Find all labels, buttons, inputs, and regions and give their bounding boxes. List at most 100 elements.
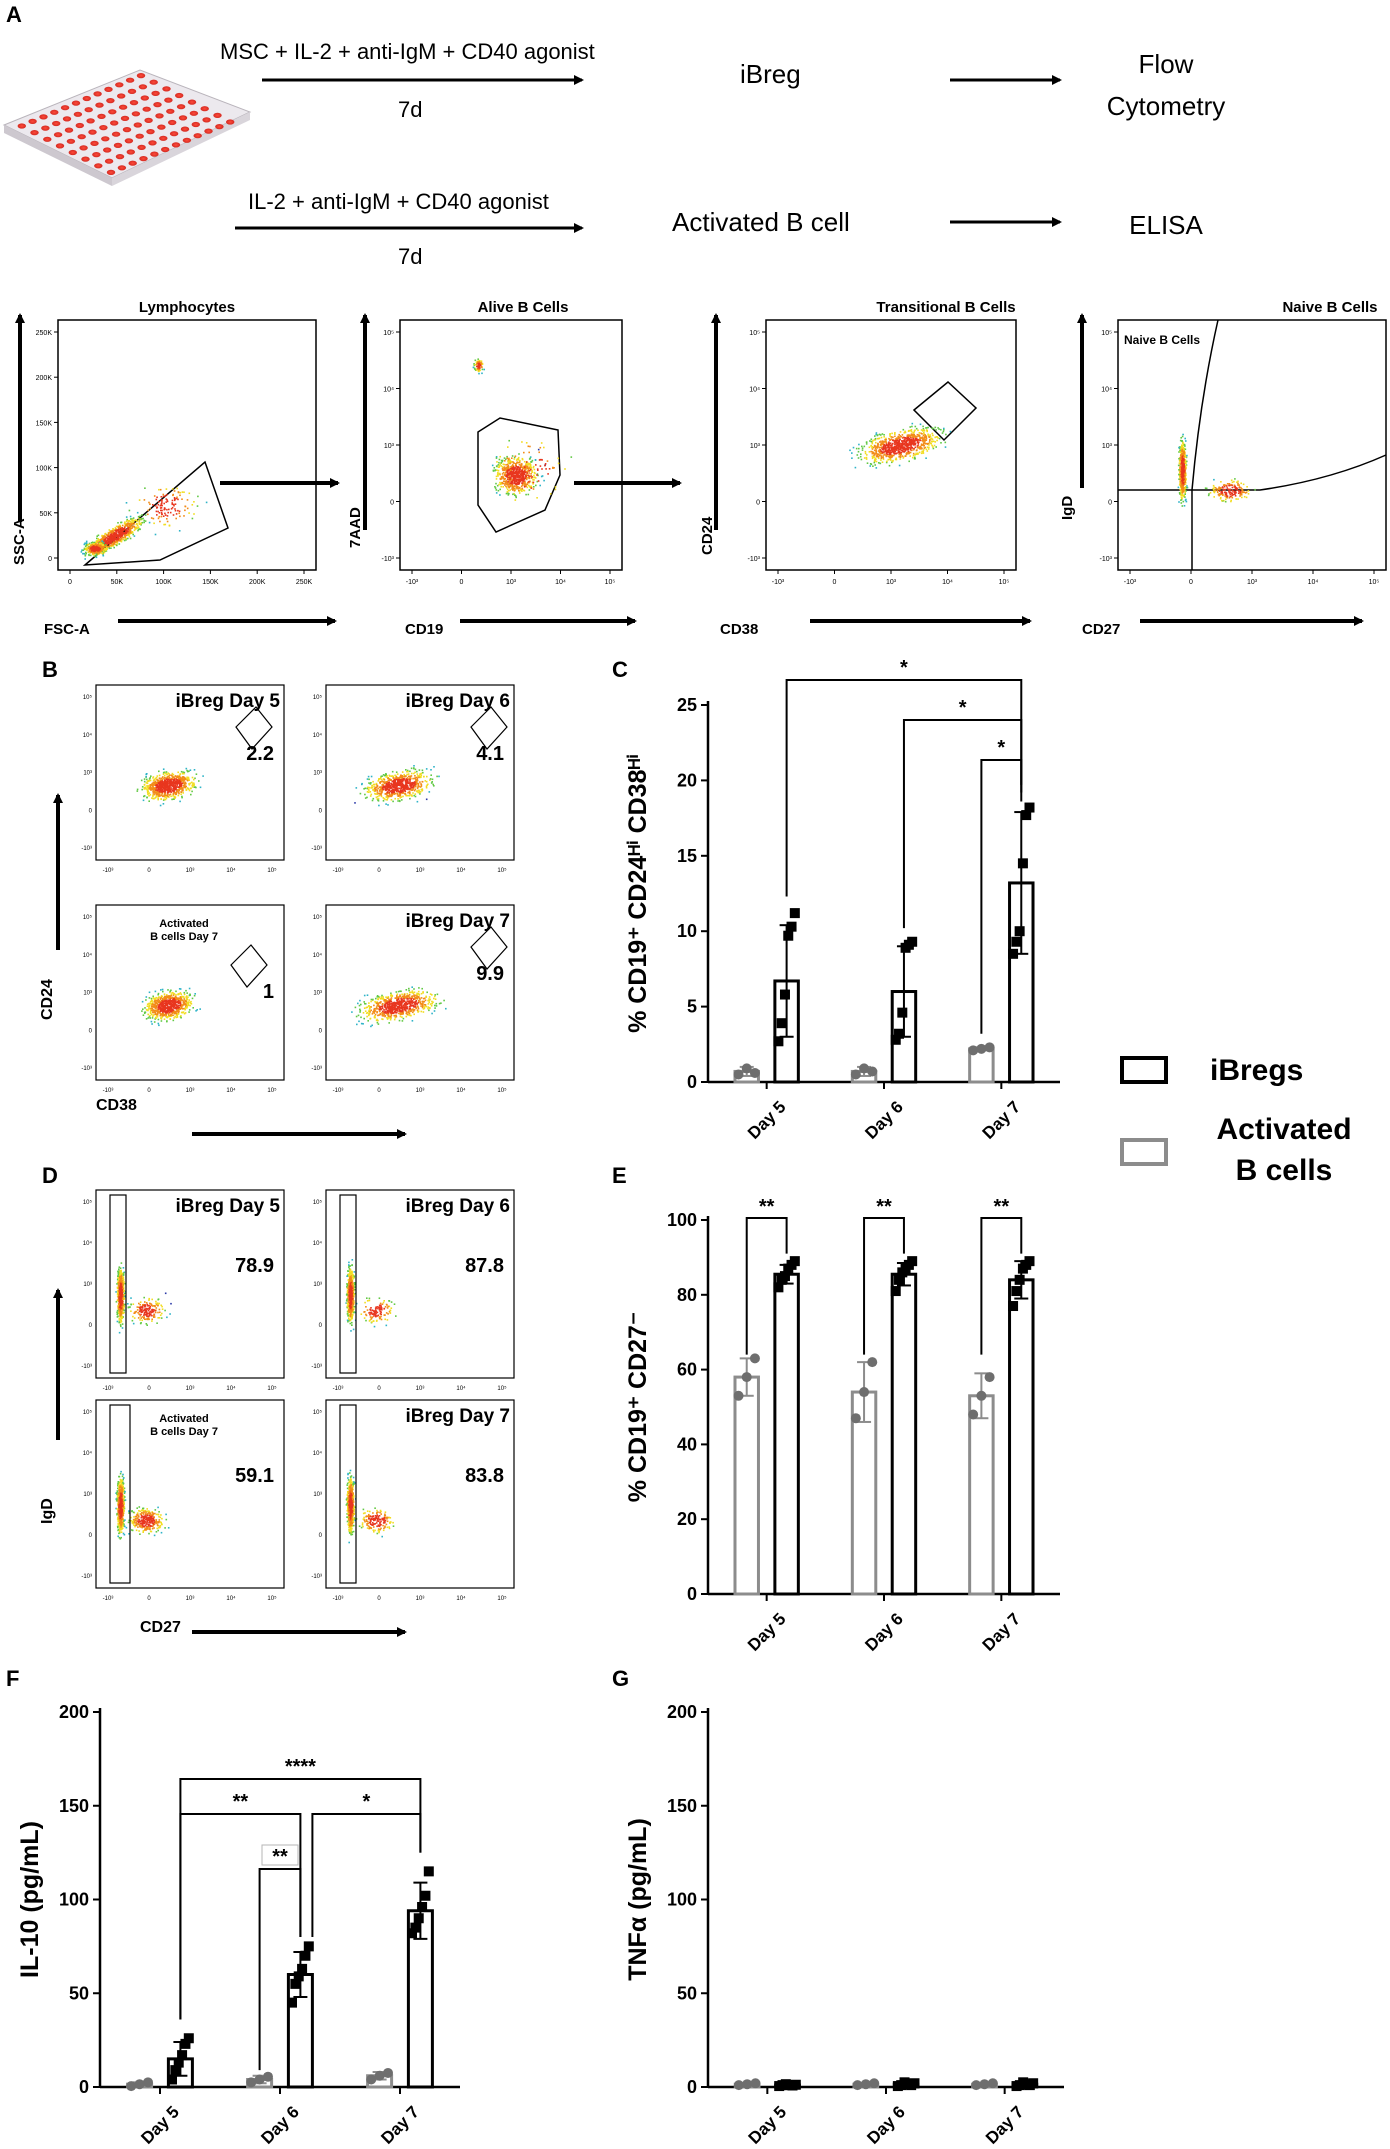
flow-event (507, 494, 510, 496)
flow-event (174, 775, 177, 777)
flow-event (95, 551, 98, 553)
flow-event (544, 464, 546, 467)
flow-event (386, 789, 388, 791)
flow-b-xlabel: CD38 (96, 1097, 137, 1114)
x-tick-label: 200K (249, 579, 266, 586)
flow-event (152, 777, 154, 779)
flow-event (873, 439, 876, 441)
flow-event (354, 802, 356, 804)
flow-event (105, 537, 108, 539)
flow-event (901, 443, 903, 446)
flow-event (131, 527, 133, 529)
flow-event (382, 800, 385, 802)
flow-event (883, 451, 885, 453)
flow-event (503, 474, 506, 477)
flow-event (888, 453, 890, 455)
flow-event (901, 440, 903, 442)
flow-event (1231, 481, 1234, 484)
y-tick-label: 10⁴ (383, 387, 394, 394)
flow-event (922, 437, 924, 439)
flow-event (888, 449, 891, 452)
flow-event (476, 363, 478, 365)
flow-event (178, 792, 180, 795)
flow-event (1179, 476, 1181, 479)
flow-event (402, 788, 404, 791)
flow-event (1223, 488, 1226, 491)
flow-event (1177, 464, 1180, 467)
flow-event (423, 775, 425, 778)
flow-event (877, 437, 880, 440)
flow-event (409, 779, 411, 781)
flow-event (170, 781, 172, 783)
flow-event (97, 551, 99, 554)
flow-event (88, 547, 90, 550)
flow-event (163, 784, 165, 786)
flow-event (120, 540, 123, 543)
flow-event (146, 796, 148, 799)
flow-event (1184, 465, 1186, 468)
flow-event (177, 491, 180, 493)
flow-event (103, 539, 105, 541)
flow-event (513, 492, 515, 495)
flow-event (521, 466, 523, 469)
flow-event (380, 795, 383, 798)
flow-event (900, 446, 902, 448)
flow-event (1218, 486, 1220, 489)
flow-event (136, 790, 139, 792)
flow-event (373, 783, 376, 786)
flow-event (116, 540, 119, 543)
flow-event (1180, 458, 1182, 460)
flow-event (524, 481, 526, 483)
flow-event (105, 534, 108, 536)
flow-event (109, 530, 112, 532)
flow-event (176, 782, 178, 784)
flow-event (161, 499, 163, 501)
flow-event (512, 487, 515, 490)
flow-event (520, 470, 523, 472)
flow-event (1184, 483, 1187, 485)
flow-event (1234, 493, 1236, 496)
well (142, 106, 151, 112)
well (226, 119, 235, 125)
flow-event (860, 453, 862, 455)
flow-event (920, 429, 923, 431)
flow-event (927, 433, 929, 436)
flow-event (92, 549, 95, 551)
flow-event (897, 448, 899, 450)
well (193, 133, 202, 139)
flow-event (374, 790, 377, 792)
flow-event (369, 795, 372, 797)
flow-event (109, 539, 112, 541)
well (95, 102, 104, 108)
flow-event (878, 449, 881, 451)
flow-event (104, 544, 107, 546)
flow-event (522, 489, 525, 492)
flow-event (537, 474, 539, 477)
flow-event (895, 440, 897, 442)
flow-event (506, 468, 509, 470)
flow-event (415, 776, 418, 779)
flow-event (155, 783, 157, 785)
flow-event (523, 484, 526, 487)
flow-event (931, 432, 934, 435)
flow-event (156, 794, 158, 796)
flow-event (890, 436, 893, 438)
flow-event (163, 782, 166, 784)
flow-event (483, 368, 485, 371)
flow-event (518, 489, 520, 492)
flow-event (407, 786, 409, 788)
flow-event (922, 450, 924, 453)
flow-event (114, 529, 116, 531)
flow-event (157, 510, 159, 513)
y-tick-label: 10⁴ (1101, 387, 1112, 394)
flow-event (514, 471, 516, 474)
row1-readout-line2: Cytometry (1107, 91, 1225, 121)
flow-event (885, 443, 888, 445)
flow-event (419, 793, 421, 795)
flow-event (1242, 483, 1245, 486)
flow-event (546, 460, 549, 462)
flow-event (882, 448, 884, 450)
flow-event (1182, 447, 1184, 449)
flow-event (893, 453, 896, 455)
flow-event (401, 789, 403, 791)
